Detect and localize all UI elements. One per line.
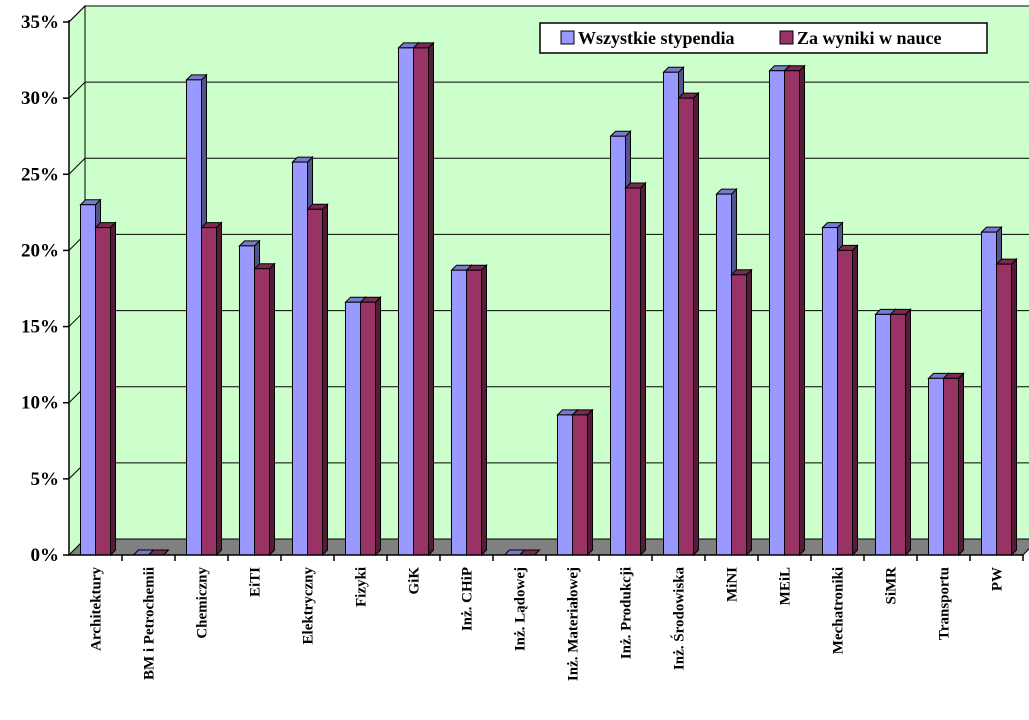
bar: [186, 79, 202, 556]
legend: Wszystkie stypendia Za wyniki w nauce: [539, 22, 988, 54]
bar: [345, 301, 361, 556]
y-tick-label: 15%: [21, 317, 59, 338]
bar: [928, 377, 944, 556]
bar: [981, 231, 997, 556]
bar: [80, 204, 96, 556]
y-tick-label: 10%: [21, 393, 59, 414]
y-tick-label: 0%: [31, 545, 60, 566]
x-tick-label: SiMR: [884, 567, 900, 605]
bar: [731, 274, 747, 556]
x-tick-label: Architektury: [89, 567, 105, 651]
y-tick-label: 20%: [21, 240, 59, 261]
bar-side: [216, 221, 222, 557]
x-tick-label: Mechatroniki: [831, 567, 847, 654]
y-tick-label: 35%: [21, 12, 59, 33]
bar-side: [852, 244, 858, 557]
bar: [201, 227, 217, 556]
x-tick-label: Inż. CHiP: [460, 567, 476, 631]
x-tick-label: Chemiczny: [195, 567, 211, 639]
bar: [663, 71, 679, 556]
bar-side: [1011, 257, 1017, 557]
bar: [307, 208, 323, 556]
bar: [451, 269, 467, 556]
bar-side: [375, 295, 381, 557]
legend-swatch-series-2: [779, 30, 794, 45]
legend-label-series-2: Za wyniki w nauce: [797, 28, 942, 48]
bar: [360, 301, 376, 556]
bar: [822, 227, 838, 556]
bars: [79, 41, 1018, 557]
x-tick-label: Inż. Produkcji: [619, 567, 635, 659]
legend-box: [539, 22, 988, 54]
y-tick-label: 25%: [21, 164, 59, 185]
x-tick-label: MEiL: [778, 567, 794, 605]
x-tick-label: PW: [990, 567, 1006, 591]
bar-side: [269, 262, 275, 557]
axes: 0% 5% 10% 15% 20% 25% 30% 35% Architektury BM i P…: [21, 12, 1024, 681]
x-tick-label: Fizyki: [354, 567, 370, 607]
legend-swatch-series-1: [560, 30, 575, 45]
bar: [837, 249, 853, 556]
y-tick-label: 5%: [31, 469, 60, 490]
gridline: [68, 81, 1029, 99]
bar-side: [746, 268, 752, 557]
bar: [996, 263, 1012, 556]
bar: [95, 227, 111, 556]
bar: [769, 70, 785, 556]
bar: [625, 187, 641, 556]
bar: [678, 97, 694, 556]
bar-side: [587, 408, 593, 557]
bar: [875, 313, 891, 556]
bar-side: [905, 308, 911, 557]
x-tick-label: MiNI: [725, 567, 741, 602]
x-tick-label: Inż. Lądowej: [513, 567, 529, 651]
bar: [610, 135, 626, 556]
bar: [398, 47, 414, 556]
bar-side: [958, 372, 964, 557]
x-tick-label: Transportu: [937, 567, 953, 640]
bar: [557, 414, 573, 556]
bar-side: [110, 221, 116, 557]
legend-label-series-1: Wszystkie stypendia: [578, 28, 735, 48]
bar: [413, 47, 429, 556]
bar: [890, 313, 906, 556]
x-tick-label: BM i Petrochemii: [142, 567, 158, 680]
y-tick-label: 30%: [21, 88, 59, 109]
gridline: [68, 157, 1029, 175]
bar-side: [428, 41, 434, 557]
x-tick-label: EiTI: [248, 567, 264, 597]
gridline: [68, 5, 1029, 23]
x-tick-label: Inż. Materiałowej: [566, 567, 582, 681]
bar-side: [693, 91, 699, 557]
bar-side: [481, 264, 487, 557]
x-tick-label: GiK: [407, 567, 423, 595]
bar: [716, 193, 732, 556]
bar-side: [799, 64, 805, 557]
bar: [943, 377, 959, 556]
bar: [254, 268, 270, 556]
bar: [572, 414, 588, 556]
bar-side: [322, 203, 328, 557]
bar: [239, 245, 255, 556]
bar: [784, 70, 800, 556]
x-tick-label: Inż. Środowiska: [671, 567, 688, 671]
x-tick-label: Elektryczny: [301, 567, 317, 645]
bar: [292, 161, 308, 556]
bar-side: [640, 181, 646, 557]
bar: [466, 269, 482, 556]
